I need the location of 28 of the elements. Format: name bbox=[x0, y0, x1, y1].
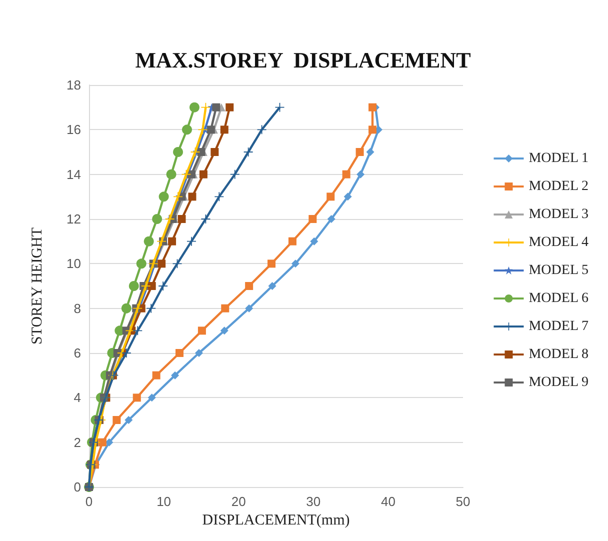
y-tick-label: 8 bbox=[74, 300, 81, 316]
y-tick-label: 14 bbox=[66, 166, 81, 182]
y-tick-label: 18 bbox=[66, 78, 81, 92]
legend-label: MODEL 6 bbox=[528, 291, 588, 306]
legend-label: MODEL 9 bbox=[528, 375, 588, 390]
x-tick-label: 40 bbox=[380, 494, 396, 509]
chart-title: MAX.STOREY DISPLACEMENT bbox=[135, 48, 472, 72]
legend-label: MODEL 7 bbox=[528, 319, 588, 334]
x-tick-label: 0 bbox=[85, 494, 93, 509]
y-tick-label: 6 bbox=[74, 346, 81, 360]
x-tick-label: 20 bbox=[231, 494, 246, 509]
legend-label: MODEL 5 bbox=[528, 263, 588, 278]
x-tick-label: 30 bbox=[306, 494, 321, 509]
y-tick-label: 4 bbox=[74, 390, 81, 406]
y-tick-label: 10 bbox=[66, 256, 81, 272]
y-tick-label: 16 bbox=[66, 122, 81, 138]
legend-label: MODEL 4 bbox=[528, 235, 588, 250]
x-axis-title: DISPLACEMENT(mm) bbox=[202, 512, 350, 528]
x-tick-label: 50 bbox=[456, 494, 470, 509]
y-tick-label: 0 bbox=[74, 480, 81, 494]
x-tick-label: 10 bbox=[156, 494, 172, 509]
legend-label: MODEL 8 bbox=[528, 347, 588, 362]
legend-label: MODEL 1 bbox=[528, 151, 588, 166]
legend-label: MODEL 2 bbox=[528, 179, 588, 194]
legend-label: MODEL 3 bbox=[528, 207, 588, 222]
y-axis-title: STOREY HEIGHT bbox=[30, 227, 46, 345]
y-tick-label: 12 bbox=[66, 212, 81, 226]
y-tick-label: 2 bbox=[74, 434, 81, 450]
